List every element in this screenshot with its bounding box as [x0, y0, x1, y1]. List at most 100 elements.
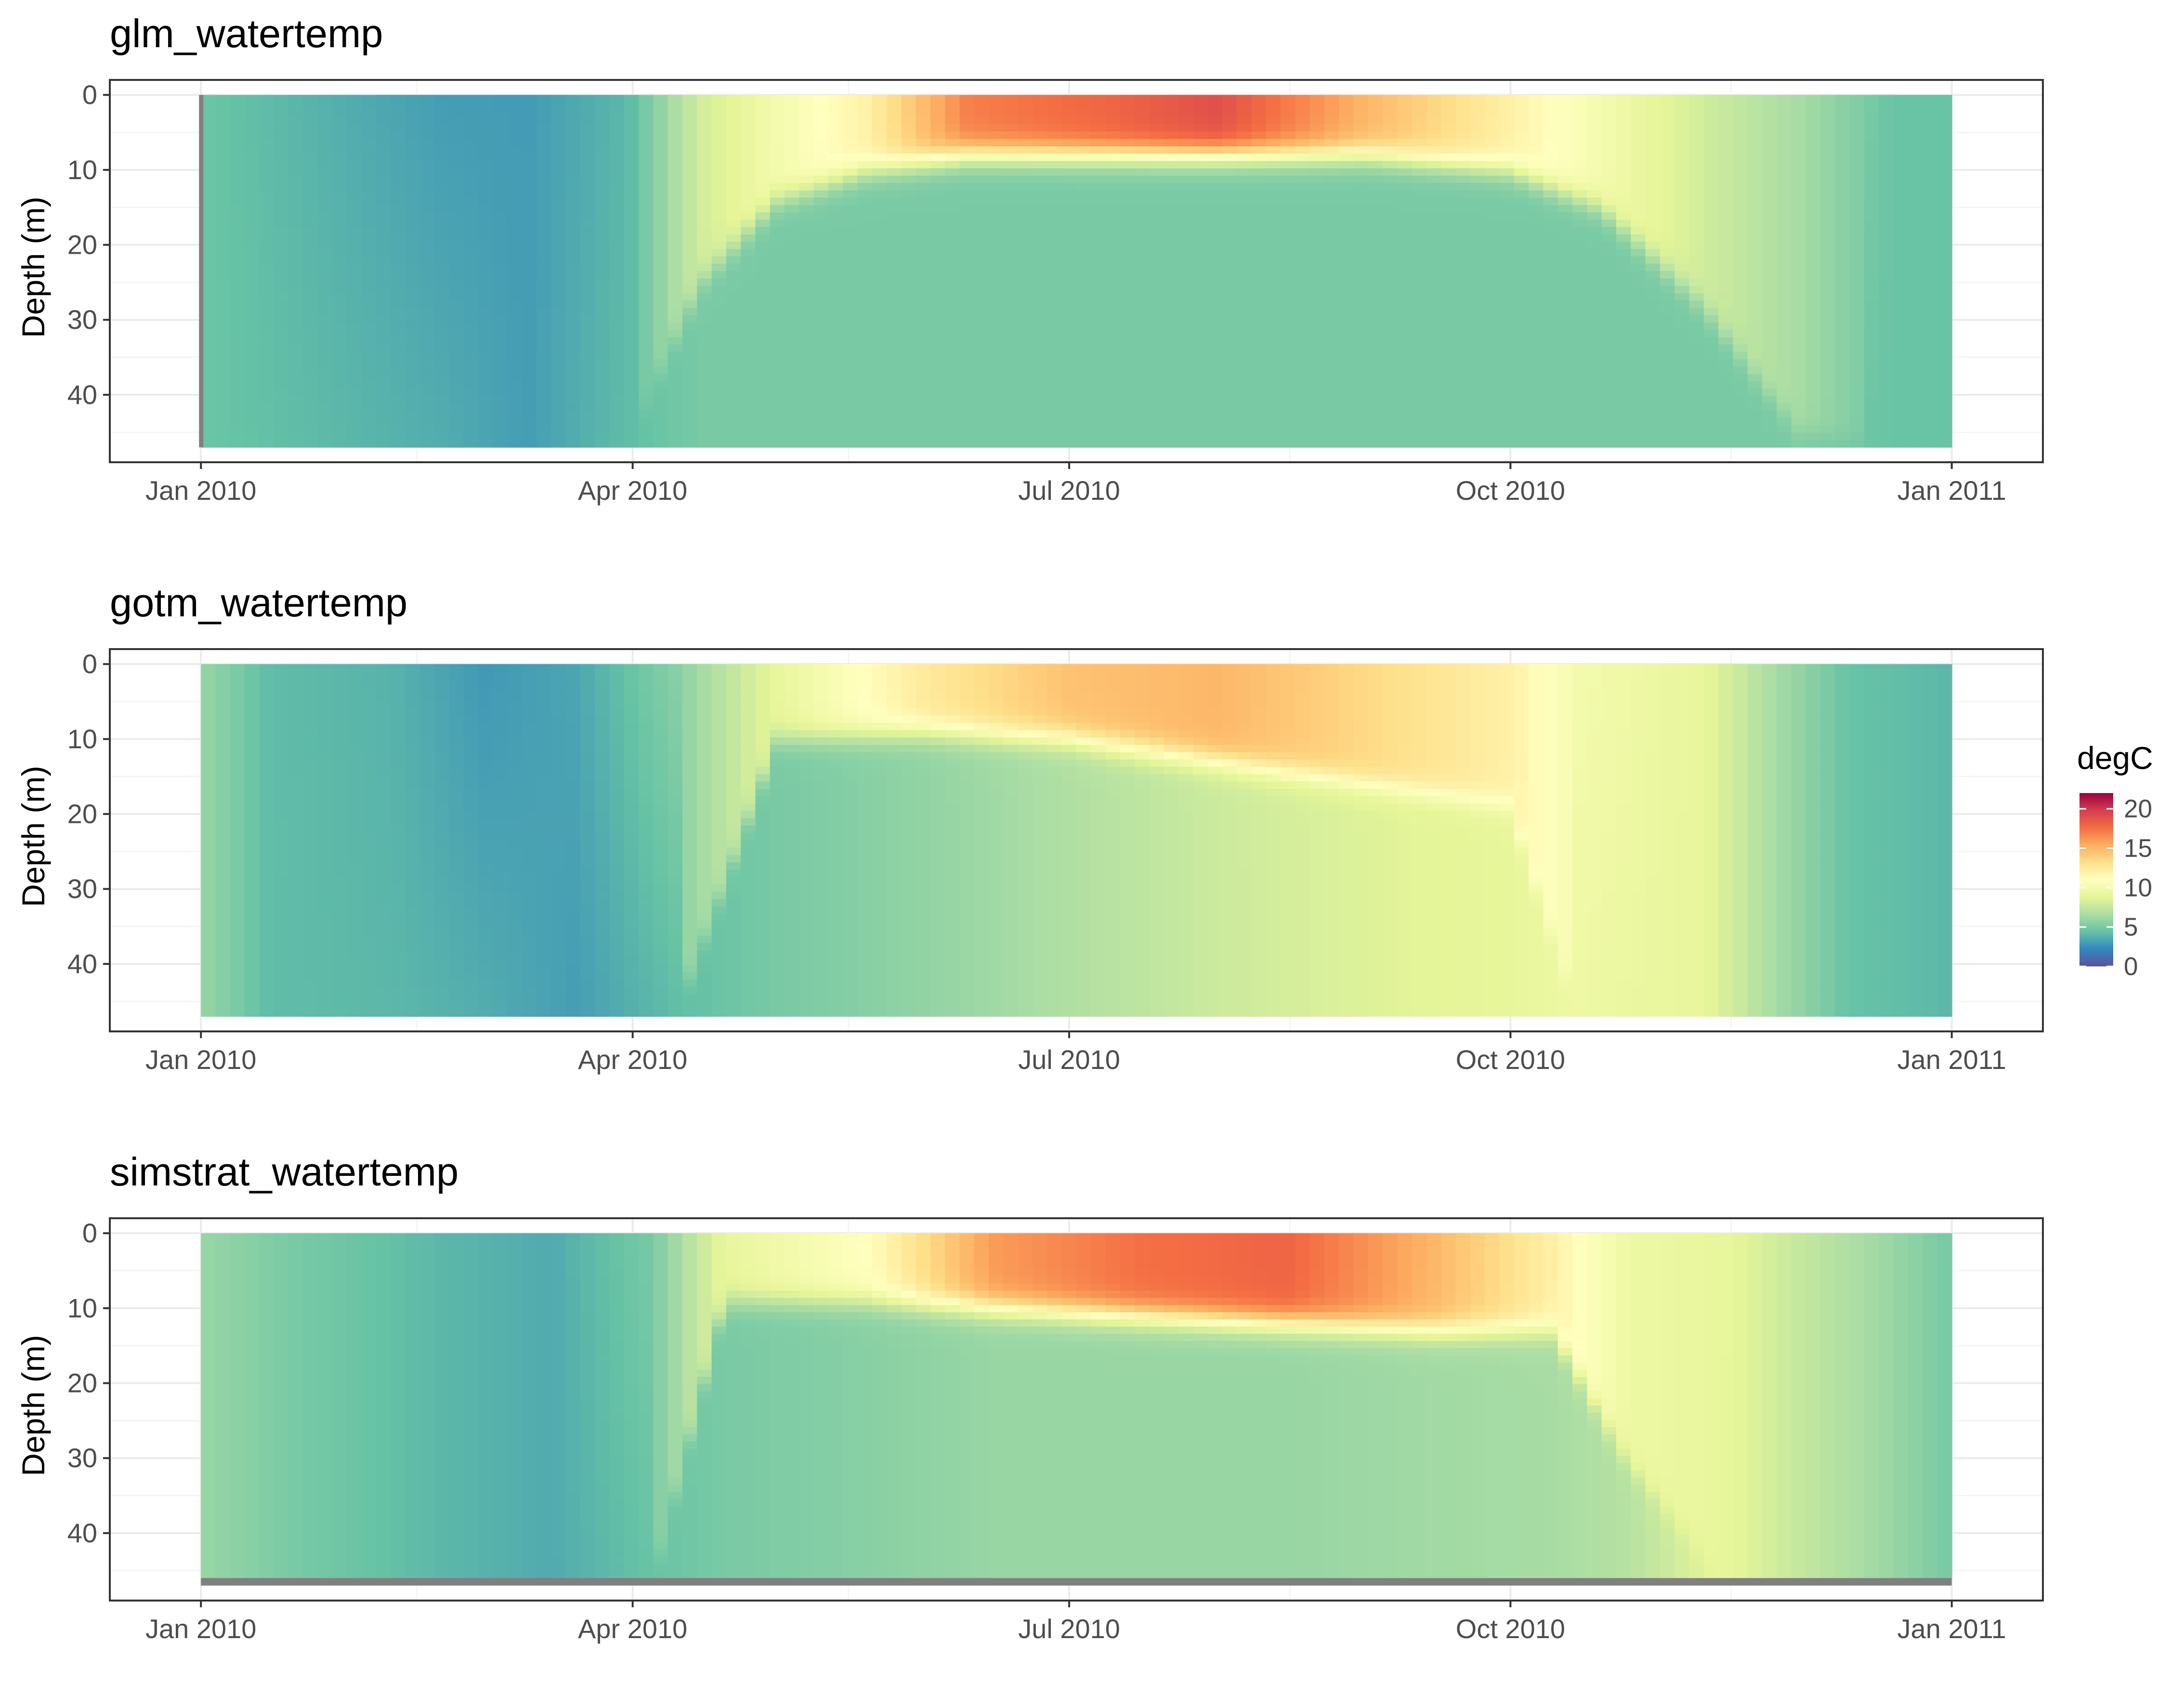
heat-cell [434, 374, 449, 381]
heat-cell [1135, 205, 1150, 213]
heat-cell [595, 117, 610, 125]
heat-cell [1281, 300, 1295, 308]
heat-cell [362, 183, 377, 191]
heat-cell [697, 300, 712, 308]
heat-cell [1193, 117, 1208, 125]
heat-cell [843, 205, 858, 213]
heat-cell [1266, 440, 1281, 448]
heat-cell [318, 205, 333, 213]
heat-cell [1004, 249, 1019, 257]
heat-cell [712, 176, 727, 183]
heat-cell [1412, 366, 1427, 374]
heat-cell [1266, 110, 1281, 117]
heat-cell [1120, 183, 1135, 191]
heat-cell [639, 366, 654, 374]
heat-cell [1222, 330, 1237, 338]
heat-cell [682, 102, 697, 110]
heat-cell [566, 300, 581, 308]
heat-cell [639, 198, 654, 206]
heat-cell [668, 264, 683, 272]
heat-cell [420, 440, 435, 448]
heat-cell [1295, 234, 1310, 242]
heat-cell [230, 183, 245, 191]
heat-cell [974, 381, 989, 389]
heat-cell [1091, 366, 1106, 374]
heat-cell [362, 330, 377, 338]
heat-cell [1631, 366, 1646, 374]
heat-cell [843, 176, 858, 183]
heat-cell [303, 205, 318, 213]
heat-cell [1368, 131, 1383, 139]
heat-cell [405, 278, 420, 286]
heat-cell [1558, 293, 1573, 301]
heat-cell [434, 190, 449, 198]
heat-cell [653, 154, 668, 161]
heat-cell [741, 344, 756, 352]
heat-cell [1193, 381, 1208, 389]
heat-cell [1018, 176, 1033, 183]
heat-cell [318, 110, 333, 117]
heat-cell [1572, 278, 1587, 286]
heat-cell [930, 220, 945, 227]
heat-cell [536, 278, 551, 286]
heat-cell [493, 411, 508, 418]
heat-cell [1704, 220, 1719, 227]
heat-cell [1514, 169, 1529, 176]
heat-cell [1514, 396, 1529, 404]
heat-cell [551, 359, 566, 367]
heat-cell [216, 440, 231, 448]
heat-cell [1149, 176, 1164, 183]
heat-cell [1398, 139, 1412, 147]
heat-cell [1587, 234, 1602, 242]
heat-cell [1412, 432, 1427, 440]
heat-cell [362, 227, 377, 235]
heat-cell [1324, 139, 1339, 147]
heat-cell [1689, 212, 1704, 220]
heat-cell [682, 146, 697, 154]
heat-cell [259, 315, 274, 323]
heat-cell [1178, 234, 1193, 242]
heat-cell [1324, 440, 1339, 448]
heat-cell [828, 95, 843, 103]
heat-cell [493, 117, 508, 125]
heat-cell [478, 249, 493, 257]
heat-cell [945, 198, 960, 206]
heat-cell [697, 249, 712, 257]
heat-cell [697, 131, 712, 139]
heat-cell [1602, 234, 1617, 242]
heat-cell [668, 286, 683, 293]
heat-cell [303, 146, 318, 154]
heat-cell [1354, 432, 1369, 440]
heat-cell [288, 110, 303, 117]
heat-cell [405, 300, 420, 308]
heat-cell [828, 110, 843, 117]
heat-cell [1281, 425, 1295, 433]
heat-cell [901, 124, 916, 132]
heat-cell [901, 344, 916, 352]
heat-cell [1631, 227, 1646, 235]
heat-cell [1281, 257, 1295, 264]
heat-cell [1033, 308, 1047, 315]
heat-cell [434, 198, 449, 206]
heat-cell [1164, 183, 1179, 191]
heat-cell [1587, 300, 1602, 308]
heat-cell [1310, 220, 1325, 227]
heat-cell [1558, 300, 1573, 308]
heat-cell [405, 234, 420, 242]
heat-cell [347, 278, 362, 286]
heat-cell [1091, 286, 1106, 293]
heat-cell [799, 234, 814, 242]
heat-cell [1033, 117, 1047, 125]
heat-cell [1193, 198, 1208, 206]
heat-cell [420, 418, 435, 426]
heat-cell [507, 242, 522, 249]
heat-cell [624, 212, 639, 220]
heat-cell [785, 110, 799, 117]
heat-cell [930, 323, 945, 330]
heat-cell [653, 110, 668, 117]
heat-cell [1514, 205, 1529, 213]
heat-cell [216, 323, 231, 330]
heat-cell [1470, 352, 1485, 360]
heat-cell [1120, 418, 1135, 426]
heat-cell [1602, 366, 1617, 374]
